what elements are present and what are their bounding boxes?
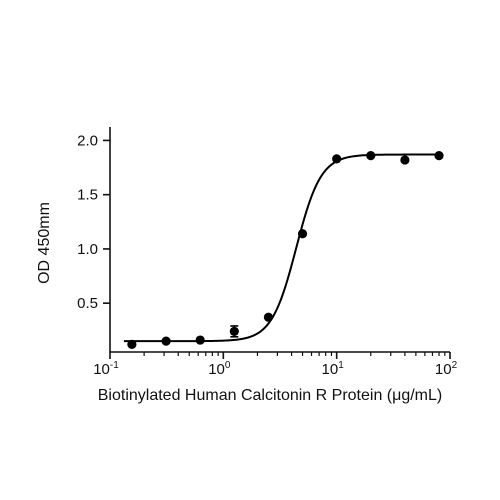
x-axis-title: Biotinylated Human Calcitonin R Protein … xyxy=(98,387,442,404)
fit-curve xyxy=(123,153,442,343)
data-point xyxy=(161,336,171,346)
data-point xyxy=(297,229,308,239)
data-point xyxy=(195,335,205,345)
data-point xyxy=(332,154,342,164)
y-tick-label: 1.0 xyxy=(77,241,98,258)
y-tick-label: 0.5 xyxy=(77,295,98,312)
data-point xyxy=(366,151,376,161)
x-tick-label: 10-1 xyxy=(93,360,119,378)
data-point xyxy=(127,339,137,350)
fit-layer xyxy=(123,153,442,343)
x-tick-label: 101 xyxy=(322,360,345,378)
x-tick-label: 102 xyxy=(435,360,458,378)
data-point xyxy=(400,155,410,165)
data-point xyxy=(229,326,239,336)
points-layer xyxy=(127,151,444,350)
data-point xyxy=(434,151,444,161)
data-point xyxy=(263,312,274,322)
y-axis-title: OD 450mm xyxy=(36,202,53,284)
y-tick-label: 2.0 xyxy=(77,132,98,149)
x-tick-label: 100 xyxy=(208,360,231,378)
y-tick-label: 1.5 xyxy=(77,187,98,204)
